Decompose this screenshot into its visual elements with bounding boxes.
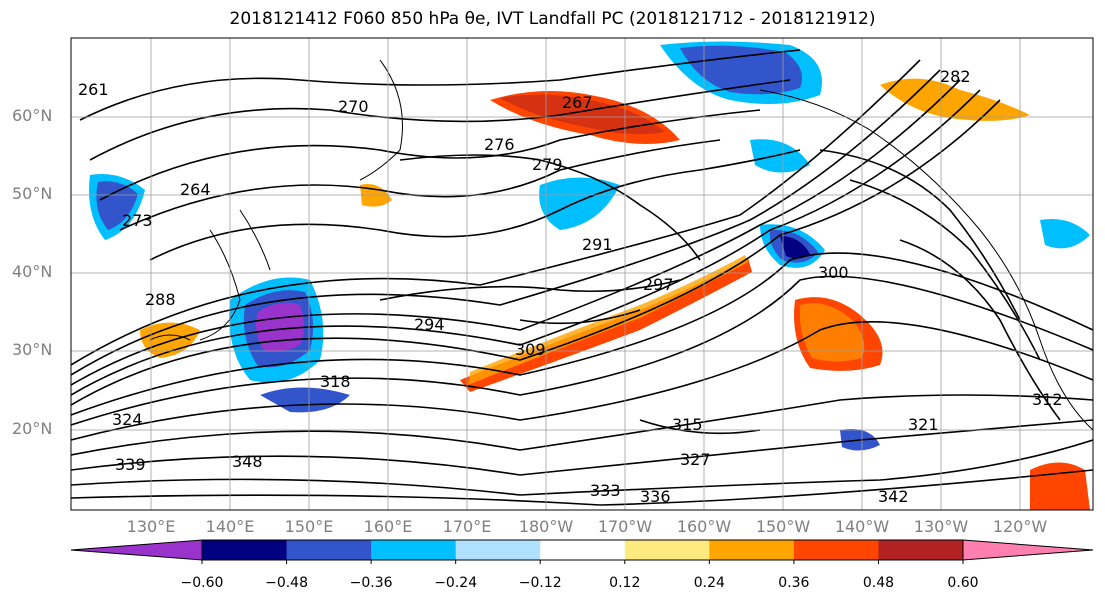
lat-label: 40°N	[12, 262, 53, 281]
colorbar-segment	[371, 540, 457, 560]
colorbar-segment	[878, 540, 964, 560]
lon-label: 120°W	[992, 517, 1048, 536]
colorbar-extend-high	[963, 540, 1093, 560]
lon-label: 140°W	[834, 517, 890, 536]
lat-label: 60°N	[12, 106, 53, 125]
lon-label: 140°E	[205, 517, 255, 536]
contour-label: 291	[582, 235, 613, 254]
coastlines	[149, 59, 1093, 431]
colorbar-segments	[71, 540, 1093, 560]
colorbar-tick-label: 0.12	[609, 575, 641, 591]
contour-label: 333	[590, 481, 621, 500]
lat-label: 50°N	[12, 184, 53, 203]
lon-label: 150°E	[284, 517, 334, 536]
graticule	[71, 38, 1093, 510]
contour-label: 297	[643, 275, 674, 294]
colorbar-tick-label: −0.24	[434, 575, 478, 591]
contour-label: 282	[940, 67, 971, 86]
contour-label: 336	[640, 487, 671, 506]
map-frame	[70, 37, 1094, 511]
contour-lines	[71, 49, 1093, 506]
contour-label: 273	[122, 211, 153, 230]
contour-label: 276	[484, 135, 515, 154]
lon-label: 170°E	[442, 517, 492, 536]
contour-label: 294	[414, 315, 445, 334]
colorbar-segment	[202, 540, 288, 560]
colorbar-extend-low	[71, 540, 202, 560]
colorbar-segment	[286, 540, 372, 560]
contour-label-layer: 261 264 267 270 273 276 279 282 288 291 …	[78, 67, 1063, 506]
colorbar-tick-marks	[201, 560, 964, 564]
contour-label: 327	[680, 450, 711, 469]
contour-label: 324	[112, 410, 143, 429]
contour-label: 300	[818, 263, 849, 282]
colorbar-segment	[793, 540, 879, 560]
colorbar-segment	[540, 540, 626, 560]
lon-label: 160°W	[676, 517, 732, 536]
contour-label: 348	[232, 452, 263, 471]
lon-label: 170°W	[597, 517, 653, 536]
lon-label: 130°W	[913, 517, 969, 536]
contour-label: 267	[562, 93, 593, 112]
contour-label: 312	[1032, 390, 1063, 409]
colorbar-segment	[624, 540, 710, 560]
colorbar-tick-label: −0.60	[180, 575, 224, 591]
lon-label: 150°W	[755, 517, 811, 536]
colorbar-tick-label: 0.60	[947, 575, 979, 591]
contour-label: 288	[145, 290, 176, 309]
colorbar-tick-label: 0.48	[862, 575, 895, 591]
colorbar-segment	[455, 540, 541, 560]
lon-label: 180°W	[518, 517, 574, 536]
lat-label: 30°N	[12, 340, 53, 359]
contour-label: 309	[515, 340, 546, 359]
lon-label: 130°E	[126, 517, 176, 536]
colorbar-tick-label: 0.24	[693, 575, 725, 591]
colorbar-tick-label: −0.36	[349, 575, 393, 591]
contour-label: 342	[878, 487, 909, 506]
contour-label: 318	[320, 372, 351, 391]
colorbar-segment	[709, 540, 795, 560]
contour-label: 315	[672, 415, 703, 434]
lon-label: 160°E	[363, 517, 413, 536]
contour-label: 339	[115, 455, 146, 474]
colorbar-tick-label: −0.48	[265, 575, 308, 591]
map-title: 2018121412 F060 850 hPa θe, IVT Landfall…	[229, 9, 876, 29]
lat-label: 20°N	[12, 419, 53, 438]
contour-label: 279	[532, 155, 563, 174]
colorbar-tick-label: 0.36	[778, 575, 810, 591]
contour-label: 321	[908, 415, 939, 434]
contour-label: 261	[78, 80, 109, 99]
contour-label: 264	[180, 180, 211, 199]
contour-label: 270	[338, 97, 369, 116]
colorbar-outline	[201, 539, 964, 561]
colorbar-tick-label: −0.12	[518, 575, 562, 591]
